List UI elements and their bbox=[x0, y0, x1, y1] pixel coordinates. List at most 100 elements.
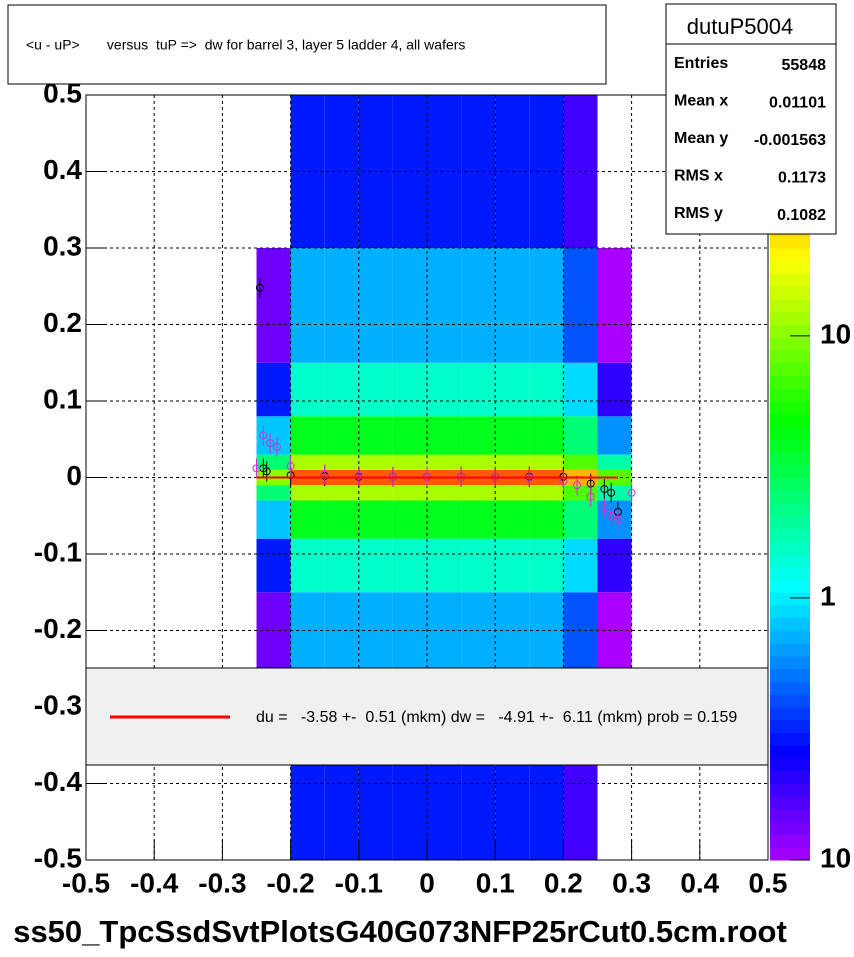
profile-point bbox=[354, 471, 363, 480]
y-tick-label: 0.2 bbox=[43, 307, 82, 338]
x-tick-label: 0 bbox=[419, 867, 435, 898]
heat-cell bbox=[256, 500, 291, 539]
profile-point bbox=[262, 467, 271, 476]
heat-cell bbox=[495, 416, 530, 455]
color-step bbox=[770, 439, 810, 453]
color-step bbox=[770, 235, 810, 249]
color-step bbox=[770, 719, 810, 733]
color-step bbox=[770, 515, 810, 529]
title-box bbox=[7, 4, 607, 85]
color-step bbox=[770, 464, 810, 478]
heat-cell bbox=[461, 416, 496, 455]
y-tick-label: 0 bbox=[66, 460, 82, 491]
heat-cell bbox=[358, 416, 393, 455]
heat-cell bbox=[324, 248, 359, 363]
y-tick-label: -0.1 bbox=[34, 536, 82, 567]
stats-label: Entries bbox=[674, 55, 728, 72]
heat-cell bbox=[256, 485, 291, 501]
heat-cell bbox=[358, 248, 393, 363]
color-step bbox=[770, 324, 810, 338]
y-tick-label: 0.3 bbox=[43, 230, 82, 261]
heat-cell bbox=[563, 362, 598, 417]
profile-point bbox=[266, 439, 275, 448]
color-step bbox=[770, 821, 810, 835]
x-tick-label: -0.5 bbox=[62, 867, 110, 898]
z-tick-label: 1 bbox=[820, 580, 836, 611]
heat-cell bbox=[529, 416, 564, 455]
profile-point bbox=[272, 442, 281, 451]
heat-cell bbox=[495, 248, 530, 363]
heat-cell bbox=[290, 95, 325, 248]
color-step bbox=[770, 401, 810, 415]
heat-cell bbox=[597, 454, 632, 470]
heat-cell bbox=[427, 248, 462, 363]
color-step bbox=[770, 783, 810, 797]
profile-point bbox=[252, 464, 261, 473]
profile-point bbox=[286, 462, 295, 471]
stats-label: Mean x bbox=[674, 93, 728, 110]
heat-cell bbox=[427, 485, 462, 501]
heat-cell bbox=[290, 454, 325, 470]
heat-cell bbox=[597, 538, 632, 593]
stats-value: 0.01101 bbox=[769, 95, 826, 112]
stats-value: 0.1082 bbox=[777, 207, 826, 224]
heat-cell bbox=[461, 485, 496, 501]
heat-cell bbox=[563, 500, 598, 539]
profile-point bbox=[600, 484, 609, 493]
color-step bbox=[770, 541, 810, 555]
heat-cell bbox=[563, 538, 598, 593]
x-tick-label: -0.3 bbox=[198, 867, 246, 898]
x-tick-label: 0.4 bbox=[680, 867, 719, 898]
color-step bbox=[770, 248, 810, 262]
color-step bbox=[770, 426, 810, 440]
heat-cell bbox=[461, 248, 496, 363]
heat-cell bbox=[324, 485, 359, 501]
color-step bbox=[770, 579, 810, 593]
heat-cell bbox=[427, 362, 462, 417]
heat-cell bbox=[392, 416, 427, 455]
heat-cell bbox=[324, 95, 359, 248]
x-tick-label: -0.2 bbox=[266, 867, 314, 898]
profile-point bbox=[627, 488, 636, 497]
color-step bbox=[770, 362, 810, 376]
heat-cell bbox=[495, 485, 530, 501]
profile-point bbox=[600, 504, 609, 513]
stats-value: -0.001563 bbox=[754, 132, 826, 149]
color-step bbox=[770, 770, 810, 784]
color-step bbox=[770, 834, 810, 848]
heat-cell bbox=[392, 248, 427, 363]
heat-cell bbox=[427, 95, 462, 248]
heat-cell bbox=[597, 248, 632, 363]
heat-cell bbox=[495, 362, 530, 417]
heat-cell bbox=[290, 500, 325, 539]
stats-label: RMS x bbox=[674, 168, 723, 185]
heat-cell bbox=[563, 485, 598, 501]
stats-label: Mean y bbox=[674, 130, 728, 147]
heat-cell bbox=[256, 248, 291, 363]
color-step bbox=[770, 847, 810, 861]
color-step bbox=[770, 617, 810, 631]
profile-point bbox=[586, 492, 595, 501]
heat-cell bbox=[324, 362, 359, 417]
color-step bbox=[770, 452, 810, 466]
heat-cell bbox=[256, 362, 291, 417]
heat-cell bbox=[358, 485, 393, 501]
color-step bbox=[770, 260, 810, 274]
heat-cell bbox=[495, 500, 530, 539]
color-step bbox=[770, 350, 810, 364]
color-step bbox=[770, 681, 810, 695]
color-step bbox=[770, 694, 810, 708]
x-tick-label: 0.5 bbox=[749, 867, 788, 898]
heat-cell bbox=[358, 362, 393, 417]
stats-box bbox=[665, 3, 837, 235]
z-tick-label: 10 bbox=[820, 842, 851, 873]
heat-cell bbox=[358, 538, 393, 593]
color-step bbox=[770, 732, 810, 746]
profile-point bbox=[607, 511, 616, 520]
color-step bbox=[770, 528, 810, 542]
heat-cell bbox=[324, 454, 359, 470]
color-step bbox=[770, 413, 810, 427]
y-tick-label: -0.2 bbox=[34, 613, 82, 644]
color-step bbox=[770, 273, 810, 287]
heat-cell bbox=[290, 485, 325, 501]
